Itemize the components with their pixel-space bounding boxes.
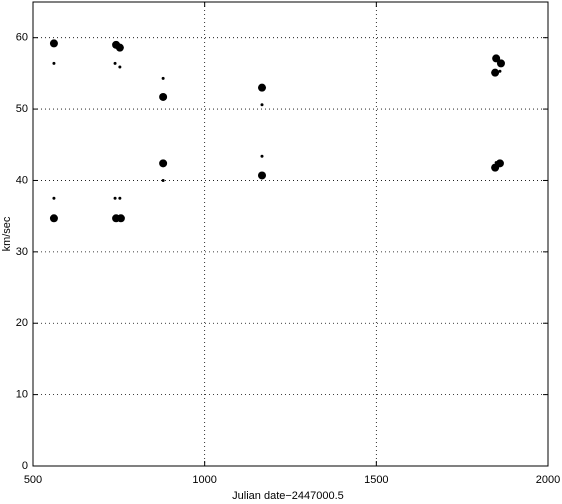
data-point [491,68,500,77]
data-point [495,159,504,168]
data-point [49,214,58,223]
data-point [113,61,117,65]
data-point [159,92,168,101]
x-tick-label: 1000 [192,474,216,486]
data-point [496,59,505,68]
plot-frame [32,1,549,467]
data-point [498,69,502,73]
data-point [49,39,58,48]
data-point [492,54,501,63]
data-point [52,196,56,200]
x-tick-label: 2000 [536,474,560,486]
y-tick-label: 10 [16,389,28,401]
x-tick-label: 1500 [364,474,388,486]
data-point [116,214,125,223]
data-point [161,76,165,80]
data-point [118,65,122,69]
x-tick-label: 500 [24,474,42,486]
data-point [494,161,498,165]
y-tick-label: 40 [16,174,28,186]
y-tick-label: 50 [16,103,28,115]
x-axis-label: Julian date−2447000.5 [232,490,344,502]
data-point [115,43,124,52]
y-tick-label: 60 [16,32,28,44]
y-tick-label: 30 [16,246,28,258]
data-point [113,196,117,200]
y-axis-label: km/sec [1,216,13,251]
data-point [118,196,122,200]
data-point [52,61,56,65]
data-point [258,171,267,180]
data-point [258,83,267,92]
data-point [260,154,264,158]
y-tick-label: 20 [16,317,28,329]
data-point [161,178,165,182]
data-point [260,103,264,107]
data-point [159,159,168,168]
y-tick-label: 0 [22,460,28,472]
